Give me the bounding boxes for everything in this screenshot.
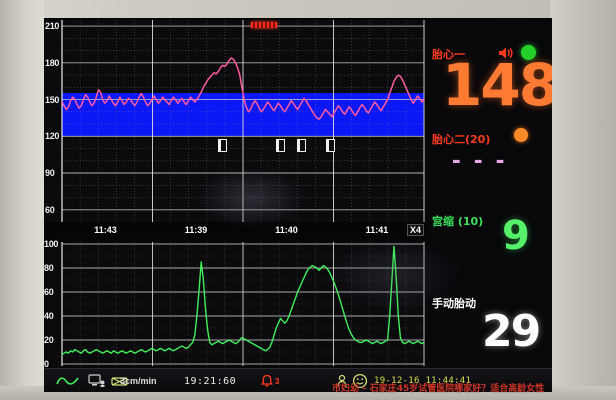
bezel-right-edge <box>550 0 616 400</box>
patient-icon[interactable] <box>336 373 350 389</box>
toco-chart[interactable]: 100 80 60 40 20 0 <box>44 239 426 369</box>
toco-y-tick: 20 <box>44 335 54 345</box>
fetal-movement-marker <box>217 138 227 152</box>
bell-alarm-icon[interactable]: 3 <box>260 373 279 389</box>
toco-y-tick: 80 <box>44 263 54 273</box>
fetal-movement-label: 手动胎动 <box>432 297 476 310</box>
smiley-face-icon[interactable] <box>352 373 368 389</box>
fhr-y-tick: 120 <box>45 131 60 142</box>
fhr-y-tick: 210 <box>45 21 60 32</box>
monitor-screen: 210 180 150 120 90 60 11:43 11:39 11:40 11:41 X4… <box>44 18 552 392</box>
fhr-x-tick: 11:40 <box>275 225 298 235</box>
fhr-y-tick: 150 <box>45 94 60 105</box>
sine-wave-icon[interactable] <box>56 373 80 389</box>
fetal-movement-marker <box>297 138 307 152</box>
fetal-movement-value: 29 <box>482 306 541 357</box>
fhr-x-axis: 11:43 11:39 11:40 11:41 X4 <box>44 222 426 239</box>
toco-y-tick: 40 <box>44 311 54 321</box>
toco-y-tick: 100 <box>44 239 59 249</box>
numeric-readout-panel: 胎心一 148 胎心二(20) - - - 宫缩 (10) 9 手动胎动 29 <box>426 18 552 368</box>
fhr2-status-dot <box>514 128 528 142</box>
fhr2-label: 胎心二(20) <box>432 133 491 146</box>
fhr1-value: 148 <box>442 51 552 119</box>
fhr-y-tick: 180 <box>45 57 60 68</box>
status-bar: 3cm/min 19:21:60 3 <box>44 368 552 392</box>
bezel-left-edge <box>0 0 44 400</box>
fhr1-label: 胎心一 <box>432 48 465 61</box>
event-marker-red <box>250 22 277 28</box>
watermark-text: 市妇幼 – 石家庄45岁试管医院哪家好？适合高龄女性 <box>332 384 545 394</box>
fhr-y-tick: 60 <box>45 204 55 215</box>
fhr-chart[interactable]: 210 180 150 120 90 60 <box>44 20 426 222</box>
speaker-on-icon[interactable] <box>498 46 514 60</box>
x-scale-label: X4 <box>406 224 424 236</box>
toco-y-tick: 60 <box>44 287 54 297</box>
fhr-x-tick: 11:39 <box>184 225 208 235</box>
elapsed-counter: 19:21:60 <box>184 375 237 387</box>
fhr1-status-dot <box>521 45 536 60</box>
printer-off-icon[interactable] <box>110 373 130 389</box>
fhr-y-tick: 90 <box>45 168 55 179</box>
fhr-x-tick: 11:43 <box>94 225 117 235</box>
alarm-count: 3 <box>275 376 280 386</box>
network-monitor-icon[interactable] <box>88 373 106 389</box>
toco-y-tick: 0 <box>44 359 49 369</box>
fetal-movement-marker <box>326 138 336 152</box>
toco-value: 9 <box>502 213 530 259</box>
paper-speed-label: 3cm/min <box>120 376 157 386</box>
toco-label: 宫缩 (10) <box>432 215 484 228</box>
datetime-label: 19-12-16 11:44:41 <box>374 376 472 386</box>
fetal-movement-marker <box>275 138 285 152</box>
fhr2-value: - - - <box>452 144 508 174</box>
charts-area: 210 180 150 120 90 60 11:43 11:39 11:40 11:41 X4… <box>44 18 426 369</box>
fhr-x-tick: 11:41 <box>365 225 389 235</box>
